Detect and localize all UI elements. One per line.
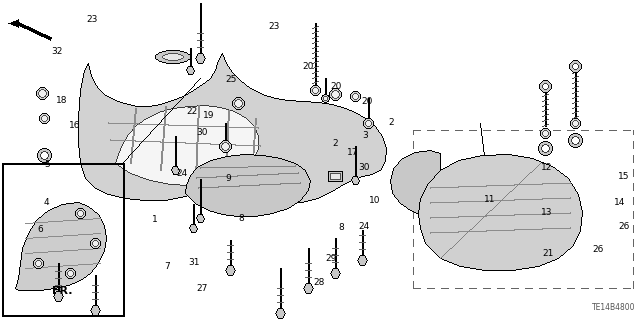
- Text: 12: 12: [541, 163, 552, 172]
- Text: 5: 5: [44, 160, 50, 169]
- Text: 16: 16: [69, 121, 81, 130]
- Text: 15: 15: [618, 172, 630, 181]
- Text: 31: 31: [188, 258, 200, 267]
- Text: 28: 28: [313, 278, 324, 287]
- Text: TE14B4800: TE14B4800: [591, 303, 635, 312]
- Text: 26: 26: [592, 245, 604, 254]
- Text: 23: 23: [268, 22, 280, 31]
- Text: 26: 26: [618, 222, 629, 231]
- Text: 17: 17: [347, 148, 358, 157]
- Text: 24: 24: [176, 169, 188, 178]
- Text: 3: 3: [362, 131, 368, 140]
- Text: 30: 30: [196, 128, 207, 137]
- Text: 4: 4: [44, 198, 50, 207]
- Text: 20: 20: [330, 82, 341, 91]
- Text: 13: 13: [541, 208, 552, 217]
- Text: FR.: FR.: [52, 286, 72, 296]
- Text: 20: 20: [361, 97, 372, 106]
- Text: 2: 2: [388, 118, 394, 127]
- Text: 6: 6: [37, 225, 43, 234]
- Text: 10: 10: [369, 196, 381, 205]
- Text: 25: 25: [225, 75, 236, 84]
- Text: 11: 11: [484, 195, 495, 204]
- Text: 22: 22: [186, 107, 197, 116]
- Text: 24: 24: [358, 222, 369, 231]
- Text: 7: 7: [164, 262, 170, 271]
- Text: 29: 29: [325, 254, 337, 263]
- Text: 23: 23: [86, 15, 97, 24]
- Text: 1: 1: [152, 215, 157, 224]
- Text: 8: 8: [338, 223, 344, 232]
- Text: 20: 20: [302, 62, 314, 71]
- Text: 8: 8: [238, 214, 244, 223]
- Text: 2: 2: [332, 139, 338, 148]
- Text: 18: 18: [56, 96, 67, 105]
- Text: 19: 19: [203, 111, 214, 120]
- Text: 32: 32: [51, 47, 62, 56]
- Text: 14: 14: [614, 198, 625, 207]
- Text: 9: 9: [225, 174, 231, 183]
- Text: 30: 30: [358, 163, 369, 172]
- Text: 27: 27: [196, 284, 207, 293]
- Text: 21: 21: [542, 249, 554, 258]
